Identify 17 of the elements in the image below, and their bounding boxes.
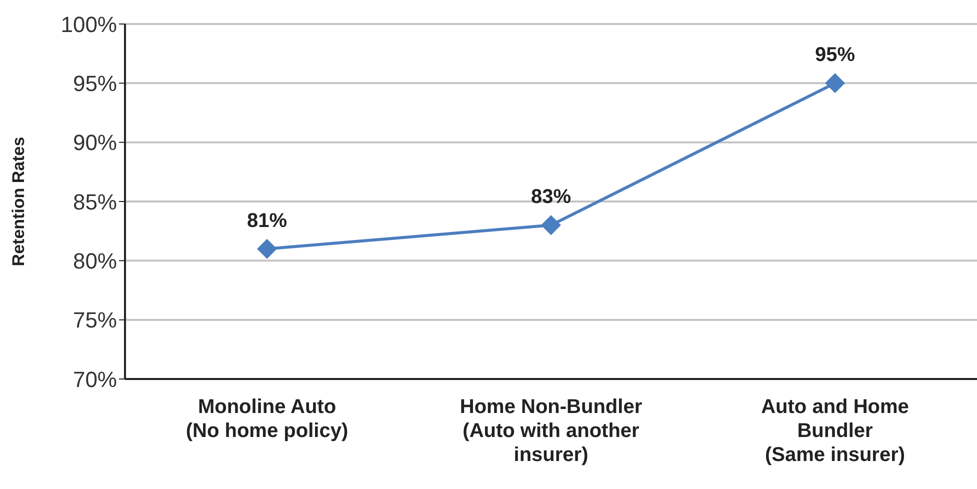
x-tick-label: Home Non-Bundler (Auto with another insurer) (460, 396, 642, 466)
point (541, 215, 561, 236)
y-tick-label: 100% (60, 12, 117, 37)
x-tick-label: Monoline Auto (No home policy) (186, 396, 348, 442)
y-tick-label: 80% (72, 248, 117, 274)
y-tick-label: 85% (72, 189, 117, 214)
y-tick-label: 90% (72, 130, 117, 156)
point (825, 73, 845, 94)
y-axis-title: Retention Rates (9, 136, 28, 266)
data-label: 83% (530, 186, 572, 208)
y-tick-label: 75% (72, 308, 117, 333)
point (257, 238, 277, 259)
data-label: 95% (814, 44, 856, 66)
y-tick-label: 70% (72, 366, 117, 392)
data-label: 81% (246, 210, 288, 232)
y-tick-label: 95% (72, 70, 117, 96)
x-tick-label: Auto and Home Bundler (Same insurer) (761, 396, 909, 466)
